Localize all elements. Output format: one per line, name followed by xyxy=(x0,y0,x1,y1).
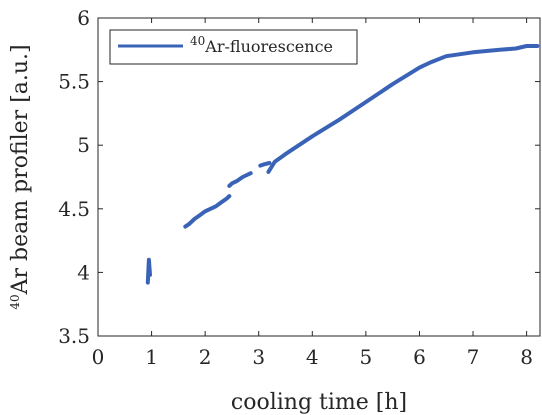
y-tick-label: 6 xyxy=(77,6,90,30)
x-tick-label: 2 xyxy=(199,345,212,369)
y-tick-label: 4 xyxy=(77,260,90,284)
y-axis: 3.5 4 4.5 5 5.5 6 xyxy=(58,6,540,348)
x-tick-label: 3 xyxy=(252,345,265,369)
x-tick-label: 0 xyxy=(92,345,105,369)
series-line-segment xyxy=(266,44,540,174)
x-tick-label: 7 xyxy=(467,345,480,369)
y-axis-label: 40Ar beam profiler [a.u.] xyxy=(8,44,33,309)
y-tick-label: 5.5 xyxy=(58,70,90,94)
x-tick-label: 1 xyxy=(145,345,158,369)
x-tick-label: 5 xyxy=(360,345,373,369)
legend: 40Ar-fluorescence xyxy=(109,29,358,65)
series-line-segment xyxy=(227,171,253,188)
y-tick-label: 4.5 xyxy=(58,197,90,221)
x-axis: 0 1 2 3 4 5 6 7 8 xyxy=(92,18,533,369)
x-axis-label: cooling time [h] xyxy=(231,390,407,415)
legend-superscript: 40 xyxy=(190,34,205,48)
x-tick-label: 8 xyxy=(520,345,533,369)
plot-area xyxy=(97,17,541,337)
series-line-segment xyxy=(145,257,152,285)
y-tick-label: 3.5 xyxy=(58,324,90,348)
series-line-segment xyxy=(183,194,232,229)
y-tick-label: 5 xyxy=(77,133,90,157)
series-line-segment xyxy=(258,161,272,168)
y-axis-label-superscript: 40 xyxy=(8,294,22,309)
y-axis-label-text: Ar beam profiler [a.u.] xyxy=(8,44,33,295)
legend-entry: 40Ar-fluorescence xyxy=(190,34,333,56)
series-layer xyxy=(145,44,540,285)
legend-label: Ar-fluorescence xyxy=(204,37,333,56)
x-tick-label: 4 xyxy=(306,345,319,369)
x-tick-label: 6 xyxy=(413,345,426,369)
